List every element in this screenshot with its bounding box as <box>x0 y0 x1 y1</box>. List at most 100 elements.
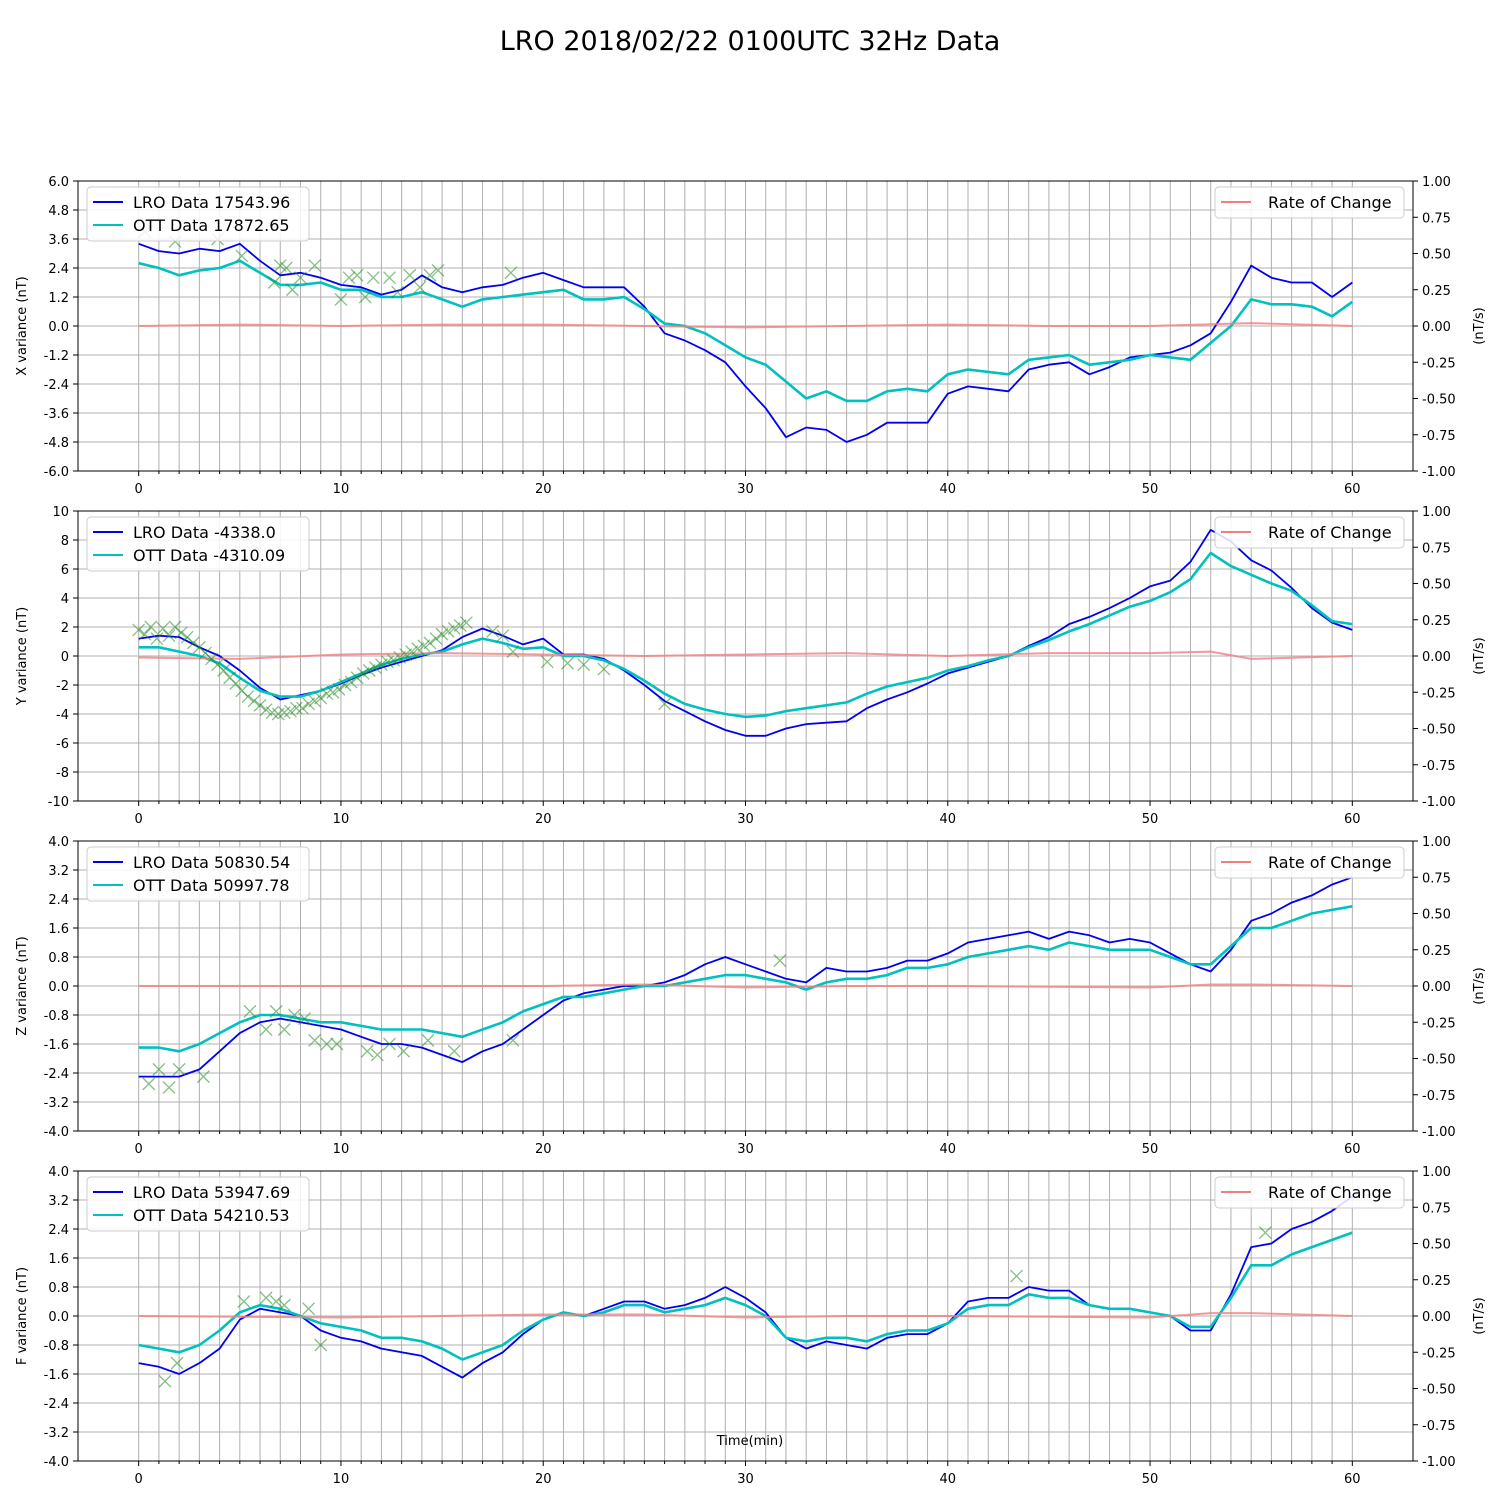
flag-marker <box>374 658 388 672</box>
y-tick-label: 0.0 <box>48 980 69 995</box>
flag-marker <box>383 271 396 285</box>
flag-marker <box>269 1295 283 1308</box>
flag-marker <box>496 629 510 643</box>
flag-marker <box>411 642 425 656</box>
x-tick-label: 0 <box>135 812 143 827</box>
x-tick-label: 0 <box>135 482 143 497</box>
flag-marker <box>259 703 273 717</box>
flag-marker <box>540 655 554 669</box>
y-tick-label: 4.0 <box>48 835 69 850</box>
x-tick-label: 40 <box>939 482 956 497</box>
flag-marker <box>397 1044 411 1058</box>
x-tick-label: 10 <box>333 812 350 827</box>
y2-tick-label: 0.75 <box>1422 541 1451 556</box>
y-tick-label: 10 <box>52 505 69 520</box>
y2-tick-label: 0.00 <box>1422 1310 1451 1325</box>
x-tick-label: 50 <box>1142 1142 1159 1157</box>
flag-marker <box>383 1037 396 1051</box>
x-tick-label: 30 <box>737 812 754 827</box>
y2-tick-label: -0.50 <box>1422 1383 1456 1398</box>
y-tick-label: 2 <box>61 621 69 636</box>
flag-marker <box>366 271 380 285</box>
flag-marker <box>1258 1226 1272 1240</box>
y-tick-label: -2 <box>56 679 69 694</box>
y-tick-label: 2.4 <box>48 262 69 277</box>
flag-marker <box>229 677 243 691</box>
flag-marker <box>506 1033 520 1047</box>
y2-tick-label: 1.00 <box>1422 505 1451 520</box>
y-tick-label: -0.8 <box>44 1009 69 1024</box>
flag-marker <box>597 662 611 676</box>
y2-tick-label: -1.00 <box>1422 1455 1456 1470</box>
flag-marker <box>435 627 449 641</box>
x-tick-label: 0 <box>135 1142 143 1157</box>
x-axis-label: Time(min) <box>716 1434 783 1449</box>
legend-box <box>86 846 310 902</box>
flag-marker <box>144 620 158 634</box>
flag-marker <box>314 691 328 705</box>
y2-axis-label: (nT/s) <box>1472 637 1487 674</box>
y2-tick-label: 0.50 <box>1422 578 1451 593</box>
y-tick-label: 3.2 <box>48 1194 69 1209</box>
flag-marker <box>330 1037 344 1051</box>
legend-box <box>86 1176 310 1232</box>
flag-marker <box>156 621 170 635</box>
flag-marker <box>237 1295 251 1308</box>
figure-title: LRO 2018/02/22 0100UTC 32Hz Data <box>499 26 1001 57</box>
flag-marker <box>294 271 307 285</box>
rate-of-change-line <box>138 983 1353 989</box>
flag-marker <box>506 645 520 659</box>
y2-tick-label: 0.25 <box>1422 614 1451 629</box>
x-tick-label: 40 <box>939 1142 956 1157</box>
flag-marker <box>217 664 231 677</box>
flag-marker <box>186 636 200 650</box>
y-tick-label: 3.2 <box>48 864 69 879</box>
flag-marker <box>277 1298 291 1312</box>
x-tick-label: 50 <box>1142 1472 1159 1487</box>
y2-tick-label: -1.00 <box>1422 465 1456 480</box>
y-tick-label: -4 <box>56 708 69 723</box>
y-tick-label: -10 <box>48 795 69 810</box>
legend-box <box>1214 516 1405 549</box>
y-tick-label: -6.0 <box>44 465 69 480</box>
y-tick-label: 4.8 <box>48 204 69 219</box>
y2-tick-label: 0.75 <box>1422 871 1451 886</box>
flag-marker <box>504 266 518 280</box>
y-tick-label: -4.0 <box>44 1455 69 1470</box>
flag-marker <box>308 1033 322 1047</box>
x-tick-label: 20 <box>535 482 552 497</box>
y2-tick-label: -0.25 <box>1422 356 1456 371</box>
legend-label: LRO Data 17543.96 <box>133 193 290 212</box>
flag-marker <box>253 698 267 712</box>
flag-marker <box>403 268 417 282</box>
y2-axis-label: (nT/s) <box>1472 307 1487 344</box>
flag-marker <box>298 1012 312 1026</box>
flag-marker <box>350 268 364 282</box>
flag-marker <box>429 632 443 646</box>
x-tick-label: 30 <box>737 1142 754 1157</box>
flag-marker <box>283 704 297 718</box>
y2-tick-label: 0.25 <box>1422 1274 1451 1289</box>
flag-marker <box>235 249 249 263</box>
y2-tick-label: -0.25 <box>1422 686 1456 701</box>
flag-marker <box>287 1008 301 1022</box>
y-tick-label: 0.8 <box>48 1281 69 1296</box>
y2-tick-label: 0.75 <box>1422 211 1451 226</box>
flag-marker <box>279 261 293 275</box>
x-tick-label: 40 <box>939 812 956 827</box>
legend-right: Rate of Change <box>1214 186 1405 219</box>
flag-marker <box>441 624 455 638</box>
y-tick-label: 6 <box>61 563 69 578</box>
flag-marker <box>1010 1269 1024 1283</box>
y-tick-label: -2.4 <box>44 378 69 393</box>
y2-tick-label: 0.00 <box>1422 650 1451 665</box>
x-tick-label: 60 <box>1344 482 1361 497</box>
flag-marker <box>421 1033 435 1047</box>
legend-right: Rate of Change <box>1214 516 1405 549</box>
flag-marker <box>320 1037 334 1051</box>
y-tick-label: 3.6 <box>48 233 69 248</box>
flag-marker <box>370 1048 384 1062</box>
y2-tick-label: -0.25 <box>1422 1346 1456 1361</box>
flag-marker <box>413 280 427 294</box>
